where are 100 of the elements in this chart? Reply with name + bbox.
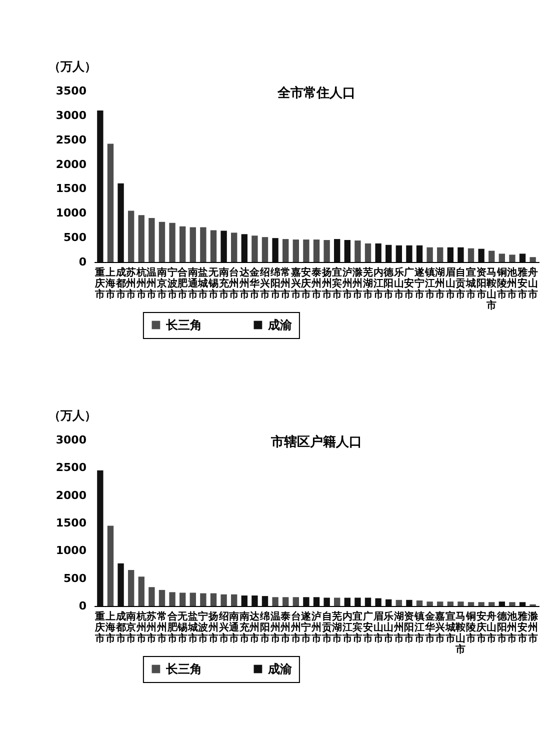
- x-tick-label: 嘉兴市: [290, 266, 301, 300]
- x-tick-label: 苏州市: [146, 610, 157, 644]
- bar: [241, 234, 248, 262]
- x-tick-label: 镇江市: [414, 610, 425, 644]
- x-tick-label: 重庆市: [94, 266, 106, 300]
- x-tick-label: 乐山市: [392, 266, 404, 300]
- bar: [231, 232, 238, 262]
- chart-title: 全市常住人口: [276, 85, 356, 101]
- bar: [180, 592, 186, 606]
- bar: [519, 254, 526, 262]
- bar: [334, 239, 340, 262]
- x-tick-label: 嘉兴市: [434, 610, 446, 644]
- x-tick-label: 广安市: [362, 610, 374, 644]
- bar: [107, 526, 114, 606]
- x-tick-label: 广安市: [403, 266, 414, 300]
- bar: [138, 215, 144, 262]
- x-tick-label: 资阳市: [403, 610, 414, 644]
- x-tick-label: 达州市: [248, 610, 261, 644]
- bar: [272, 597, 278, 606]
- x-tick-label: 绵阳市: [269, 266, 280, 300]
- x-tick-label: 宣城市: [444, 610, 456, 644]
- bar: [344, 240, 350, 262]
- bar: [437, 602, 444, 606]
- x-tick-label: 自贡市: [454, 266, 466, 300]
- x-tick-label: 台州市: [228, 266, 240, 300]
- x-tick-label: 芜湖市: [331, 610, 342, 644]
- y-tick-label: 1500: [56, 516, 87, 530]
- bar: [169, 592, 176, 606]
- x-tick-label: 安庆市: [300, 266, 312, 300]
- bar: [364, 598, 372, 606]
- y-tick-label: 2000: [56, 158, 87, 171]
- bar: [252, 236, 258, 262]
- x-tick-label: 上海市: [104, 610, 116, 644]
- bar: [426, 247, 433, 262]
- bar: [447, 247, 454, 262]
- y-tick-label: 2500: [56, 461, 87, 474]
- x-tick-label: 泰州市: [310, 266, 322, 300]
- x-tick-label: 遂宁市: [414, 266, 425, 300]
- x-tick-label: 杭州市: [135, 266, 146, 300]
- bar: [344, 598, 350, 606]
- bar: [416, 245, 423, 262]
- x-tick-label: 绍兴市: [258, 266, 270, 300]
- bar: [190, 592, 196, 606]
- x-tick-label: 宜宾市: [331, 266, 342, 300]
- bar: [498, 602, 506, 606]
- bar: [386, 599, 392, 606]
- x-tick-label: 合肥市: [176, 266, 189, 300]
- bar: [292, 240, 299, 262]
- bar: [210, 593, 217, 606]
- x-tick-label: 常州市: [280, 266, 291, 300]
- y-axis-title: （万人）: [48, 408, 96, 422]
- bar: [148, 587, 155, 606]
- x-tick-label: 眉山市: [372, 610, 384, 644]
- bar: [220, 230, 227, 262]
- x-tick-label: 达州市: [238, 266, 250, 300]
- bar: [437, 247, 444, 262]
- y-tick-label: 3000: [56, 108, 87, 122]
- bar: [468, 248, 474, 262]
- x-tick-label: 南京市: [125, 610, 136, 644]
- bar: [97, 470, 104, 606]
- x-tick-label: 成都市: [114, 266, 126, 300]
- x-tick-label: 池州市: [506, 610, 518, 644]
- bar: [354, 240, 361, 262]
- bar: [190, 227, 196, 262]
- x-tick-label: 南京市: [156, 266, 167, 300]
- bar: [478, 248, 484, 262]
- x-tick-label: 安庆市: [475, 610, 486, 644]
- bar: [303, 240, 310, 262]
- bar: [148, 218, 155, 262]
- x-tick-label: 乐山市: [382, 610, 394, 644]
- x-tick-label: 扬州市: [207, 610, 218, 644]
- x-tick-label: 合肥市: [166, 610, 178, 644]
- y-tick-label: 0: [78, 256, 87, 268]
- bar: [180, 226, 186, 262]
- x-tick-label: 宣城市: [465, 266, 476, 300]
- bar: [530, 257, 536, 262]
- x-tick-label: 滁州市: [526, 610, 538, 644]
- x-tick-label: 宜宾市: [352, 610, 363, 644]
- x-tick-label: 德阳市: [382, 266, 395, 300]
- bar: [509, 602, 516, 606]
- x-tick-label: 金华市: [248, 266, 261, 300]
- x-tick-label: 金华市: [424, 610, 436, 644]
- x-tick-label: 马鞍山市: [454, 612, 466, 656]
- x-tick-label: 苏州市: [125, 266, 136, 300]
- x-tick-label: 舟山市: [486, 610, 497, 644]
- y-tick-label: 3000: [56, 434, 87, 446]
- bar: [354, 598, 361, 606]
- x-tick-label: 成都市: [114, 610, 126, 644]
- x-tick-label: 无锡市: [176, 612, 189, 644]
- x-tick-label: 温州市: [146, 266, 157, 300]
- legend-label: 长三角: [164, 662, 202, 676]
- y-tick-label: 500: [64, 572, 87, 585]
- x-tick-label: 宁波市: [166, 266, 178, 300]
- x-tick-label: 泰州市: [280, 610, 291, 644]
- x-tick-label: 内江市: [372, 266, 384, 300]
- bar: [375, 598, 382, 606]
- bar: [303, 597, 310, 606]
- bar: [231, 594, 238, 606]
- bar: [292, 597, 299, 606]
- x-tick-label: 遂宁市: [300, 610, 312, 644]
